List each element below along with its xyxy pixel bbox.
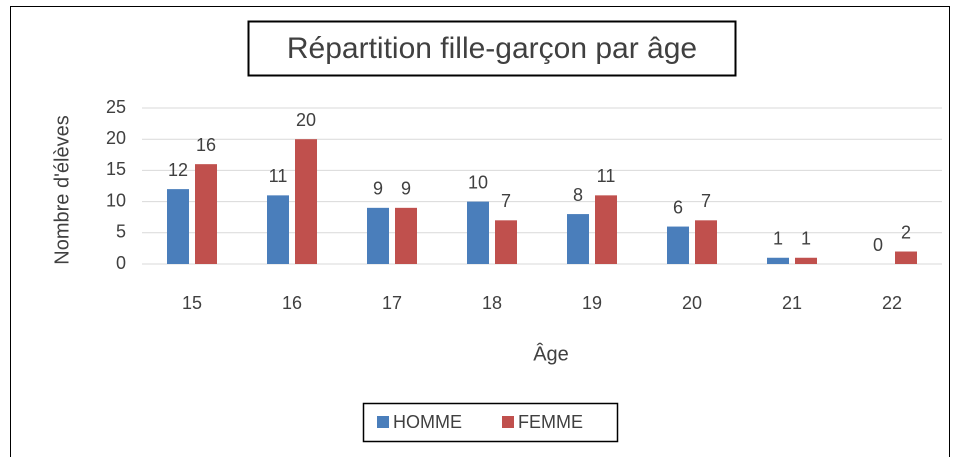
data-label: 1 — [773, 229, 783, 249]
x-tick-label: 21 — [782, 293, 802, 313]
x-tick-label: 17 — [382, 293, 402, 313]
data-label: 2 — [901, 222, 911, 242]
legend-box — [362, 402, 619, 443]
data-label: 9 — [373, 179, 383, 199]
bar — [467, 201, 489, 264]
bar — [695, 220, 717, 264]
bar — [495, 220, 517, 264]
x-tick-label: 18 — [482, 293, 502, 313]
bar — [395, 207, 417, 264]
legend-swatch — [502, 416, 514, 428]
data-label: 11 — [269, 166, 288, 186]
y-tick-label: 25 — [106, 97, 126, 117]
bar — [595, 195, 617, 264]
bar — [195, 164, 217, 264]
data-label: 1 — [801, 229, 811, 249]
bar — [267, 195, 289, 264]
x-tick-label: 22 — [882, 293, 902, 313]
data-label: 11 — [597, 166, 616, 186]
bar — [767, 257, 789, 264]
y-tick-label: 10 — [106, 190, 126, 210]
bar — [567, 214, 589, 264]
data-label: 12 — [168, 160, 188, 180]
data-label: 8 — [573, 185, 583, 205]
chart-title: Répartition fille-garçon par âge — [287, 32, 697, 65]
bar — [667, 226, 689, 264]
data-label: 6 — [673, 197, 683, 217]
data-label: 9 — [401, 179, 411, 199]
legend-label: HOMME — [393, 412, 462, 432]
y-tick-label: 20 — [106, 128, 126, 148]
x-tick-label: 16 — [282, 293, 302, 313]
legend-label: FEMME — [518, 412, 583, 432]
y-tick-label: 0 — [116, 253, 126, 273]
x-tick-label: 15 — [182, 293, 202, 313]
y-tick-label: 5 — [116, 222, 126, 242]
data-label: 0 — [873, 235, 883, 255]
bar — [295, 139, 317, 264]
bar — [895, 251, 917, 264]
bar — [367, 207, 389, 264]
bar — [795, 257, 817, 264]
x-axis-label: Âge — [533, 342, 569, 365]
title-box — [247, 20, 737, 77]
x-tick-label: 20 — [682, 293, 702, 313]
x-tick-label: 19 — [582, 293, 602, 313]
y-tick-label: 15 — [106, 159, 126, 179]
bar — [167, 189, 189, 264]
legend-swatch — [377, 416, 389, 428]
data-label: 7 — [501, 191, 511, 211]
y-axis-label: Nombre d'élèves — [51, 115, 73, 264]
data-label: 10 — [468, 172, 488, 192]
data-label: 7 — [701, 191, 711, 211]
data-label: 20 — [296, 110, 316, 130]
data-label: 16 — [196, 135, 216, 155]
